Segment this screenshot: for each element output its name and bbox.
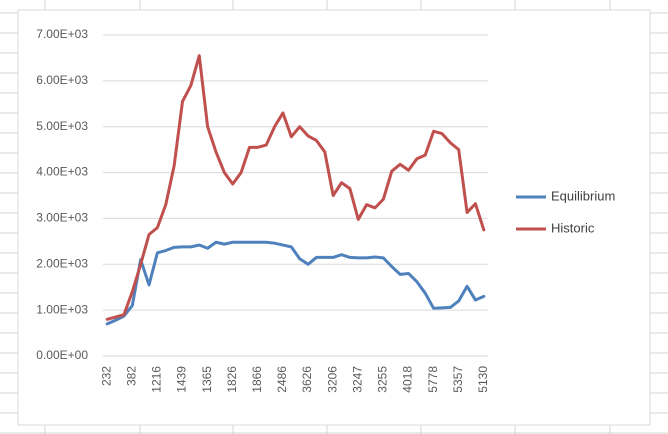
y-tick-label: 2.00E+03 <box>36 256 88 270</box>
chart-area <box>17 9 651 426</box>
series-line <box>105 54 486 321</box>
x-tick-label: 382 <box>124 366 138 386</box>
y-tick-label: 7.00E+03 <box>36 27 88 41</box>
x-tick-label: 5357 <box>451 366 465 393</box>
y-tick-label: 1.00E+03 <box>36 302 88 316</box>
x-tick-label: 4018 <box>401 366 415 393</box>
x-tick-label: 5778 <box>426 366 440 393</box>
x-tick-label: 5130 <box>476 366 490 393</box>
x-tick-label: 3255 <box>376 366 390 393</box>
x-tick-label: 1826 <box>225 366 239 393</box>
y-tick-label: 4.00E+03 <box>36 165 88 179</box>
series-line <box>105 240 486 326</box>
x-tick-label: 232 <box>99 366 113 386</box>
x-tick-label: 1866 <box>250 366 264 393</box>
legend-label: Historic <box>551 220 595 235</box>
x-tick-label: 2486 <box>275 366 289 393</box>
y-tick-label: 6.00E+03 <box>36 73 88 87</box>
x-tick-label: 3206 <box>325 366 339 393</box>
x-tick-label: 1439 <box>175 366 189 393</box>
legend-label: Equilibrium <box>551 188 615 203</box>
y-tick-label: 5.00E+03 <box>36 119 88 133</box>
x-tick-label: 3626 <box>300 366 314 393</box>
y-tick-label: 3.00E+03 <box>36 211 88 225</box>
x-tick-label: 3247 <box>350 366 364 393</box>
x-tick-label: 1216 <box>150 366 164 393</box>
y-tick-label: 0.00E+00 <box>36 348 88 362</box>
x-tick-label: 1365 <box>200 366 214 393</box>
